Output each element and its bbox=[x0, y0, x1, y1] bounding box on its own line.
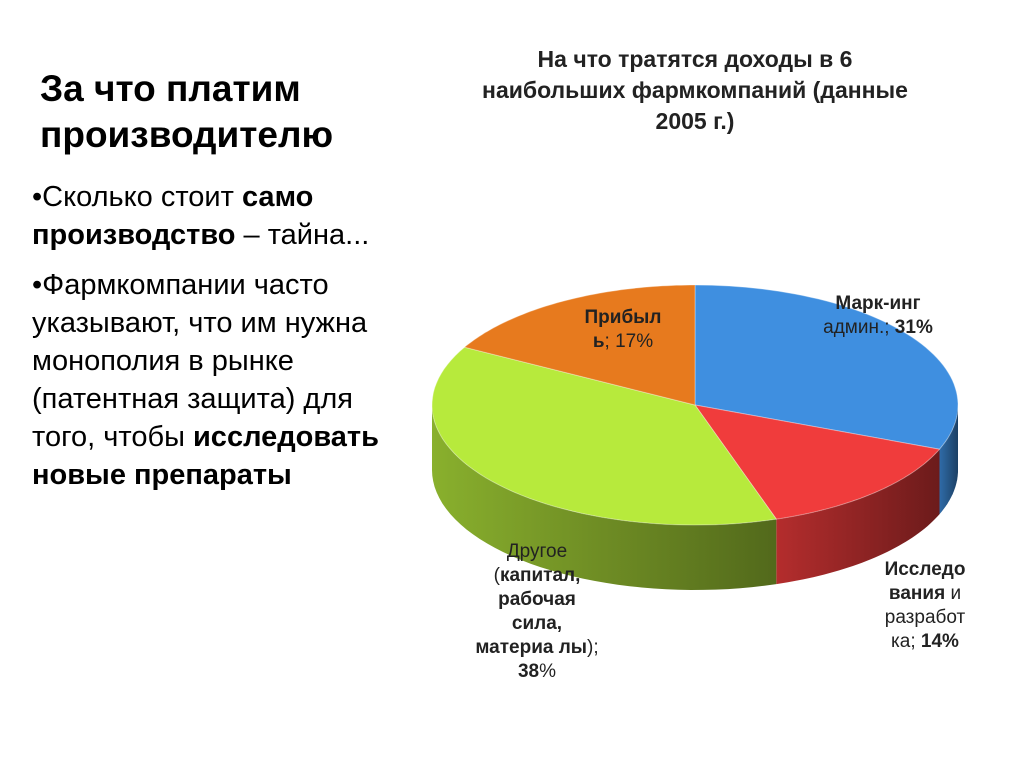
pie-slice bbox=[694, 284, 959, 450]
slice-label-part: ; 17% bbox=[604, 331, 654, 352]
slice-label-part: Прибыл ь bbox=[584, 307, 662, 352]
bullet-part: – тайна... bbox=[235, 219, 370, 251]
slice-label-part: Другое ( bbox=[493, 541, 568, 586]
slice-label-part: админ.; bbox=[823, 317, 890, 338]
bullet-list: •Сколько стоит само производство – тайна… bbox=[32, 178, 402, 506]
slice-label-part: Исследо вания bbox=[884, 559, 966, 604]
bullet-part: •Сколько стоит bbox=[32, 181, 242, 213]
pie-slice-side bbox=[776, 449, 940, 585]
slice-label-part: Марк-инг bbox=[835, 293, 921, 314]
slice-label-part: 38 bbox=[517, 661, 540, 682]
bullet-monopoly: •Фармкомпании часто указывают, что им ну… bbox=[32, 266, 402, 494]
slice-label-marketing: Марк-инг админ.; 31% bbox=[808, 292, 948, 340]
bullet-part: •Фармкомпании часто указывают, что им ну… bbox=[32, 269, 368, 453]
slice-label-other: Другое (капитал, рабочая сила, материа л… bbox=[472, 540, 602, 684]
bullet-part: исследовать новые препараты bbox=[32, 421, 379, 491]
pie-slice bbox=[431, 346, 778, 526]
slide-title: За что платим производителю bbox=[40, 68, 334, 155]
bullet-production-cost: •Сколько стоит само производство – тайна… bbox=[32, 178, 402, 254]
slice-label-part: ); bbox=[587, 637, 599, 658]
bullet-part: само производство bbox=[32, 181, 314, 251]
slice-label-part: % bbox=[539, 661, 557, 682]
slice-label-part: и разработ ка; bbox=[884, 583, 966, 652]
pie-slice bbox=[693, 404, 941, 520]
pie-slice-side bbox=[432, 405, 777, 590]
slice-label-part: капитал, рабочая сила, материа лы bbox=[475, 565, 588, 658]
slice-label-part: 31% bbox=[889, 317, 933, 338]
chart-title: На что тратятся доходы в 6 наибольших фа… bbox=[482, 46, 908, 134]
pie-slice-side bbox=[939, 405, 958, 515]
pie-slice bbox=[463, 284, 696, 406]
slice-label-part: 14% bbox=[920, 631, 959, 652]
slice-label-profit: Прибыл ь; 17% bbox=[578, 306, 668, 354]
slice-label-research: Исследо вания и разработ ка; 14% bbox=[870, 558, 980, 654]
